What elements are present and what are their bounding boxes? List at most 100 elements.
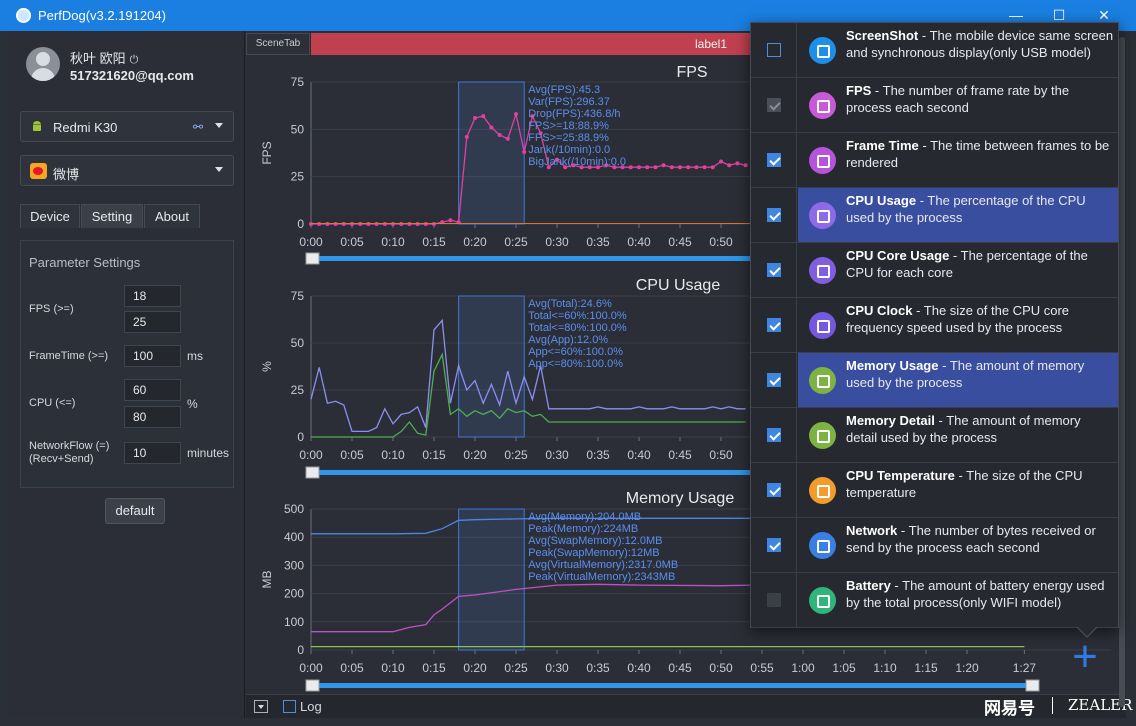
data-point	[669, 165, 674, 170]
x-tick-label: 1:00	[791, 661, 815, 675]
metric-row-cpu-core-usage[interactable]: CPU Core Usage - The percentage of the C…	[751, 243, 1118, 298]
data-point	[702, 165, 707, 170]
y-tick-label: 400	[284, 530, 304, 544]
metric-content[interactable]: CPU Clock - The size of the CPU core fre…	[798, 298, 1118, 352]
metric-checkbox[interactable]	[767, 373, 781, 387]
time-slider-track[interactable]	[319, 256, 1118, 261]
x-tick-label: 0:40	[627, 235, 651, 249]
x-tick-label: 1:27	[1013, 661, 1037, 675]
metric-checkbox[interactable]	[767, 43, 781, 57]
metric-content[interactable]: FPS - The number of frame rate by the pr…	[798, 78, 1118, 132]
cpu-threshold-2-input[interactable]: 80	[124, 406, 181, 428]
x-tick-label: 0:35	[586, 661, 610, 675]
metric-row-memory-usage[interactable]: Memory Usage - The amount of memory used…	[751, 353, 1118, 408]
metric-checkbox-cell	[751, 408, 797, 462]
memory-icon	[809, 367, 836, 394]
metric-content[interactable]: ScreenShot - The mobile device same scre…	[798, 23, 1118, 77]
tab-setting[interactable]: Setting	[81, 204, 143, 228]
fps-threshold-2-input[interactable]: 25	[124, 311, 181, 333]
frametime-threshold-input[interactable]: 100	[124, 345, 181, 367]
metric-row-battery[interactable]: Battery - The amount of battery energy u…	[751, 573, 1118, 628]
stats-text: Peak(VirtualMemory):2343MB	[528, 571, 675, 583]
time-slider-handle-left[interactable]	[305, 679, 320, 692]
metric-description: Memory Usage - The amount of memory used…	[846, 358, 1085, 390]
data-point	[596, 165, 600, 170]
time-slider-handle-right[interactable]	[1025, 679, 1040, 692]
metric-content[interactable]: CPU Temperature - The size of the CPU te…	[798, 463, 1118, 517]
data-point	[563, 165, 568, 170]
metric-row-network[interactable]: Network - The number of bytes received o…	[751, 518, 1118, 573]
cpu-threshold-1-input[interactable]: 60	[124, 379, 181, 401]
networkflow-input[interactable]: 10	[124, 442, 181, 464]
x-tick-label: 0:50	[709, 661, 733, 675]
metric-description: Frame Time - The time between frames to …	[846, 138, 1110, 170]
metric-checkbox[interactable]	[767, 263, 781, 277]
selection-range[interactable]	[458, 295, 525, 438]
time-slider-track[interactable]	[319, 683, 1031, 688]
close-button[interactable]: ✕	[1098, 7, 1110, 23]
metric-row-fps[interactable]: FPS - The number of frame rate by the pr…	[751, 78, 1118, 133]
avatar[interactable]	[26, 47, 60, 81]
time-slider-track[interactable]	[319, 470, 1118, 475]
x-tick-label: 0:10	[381, 448, 405, 462]
x-tick-label: 0:10	[381, 235, 405, 249]
tab-device[interactable]: Device	[20, 204, 80, 228]
metric-checkbox[interactable]	[767, 483, 781, 497]
watermark-divider	[1052, 697, 1053, 714]
metric-content[interactable]: Frame Time - The time between frames to …	[798, 133, 1118, 187]
time-slider-handle-left[interactable]	[305, 466, 320, 479]
dropdown-toggle-icon[interactable]	[254, 700, 268, 713]
metric-row-memory-detail[interactable]: Memory Detail - The amount of memory det…	[751, 408, 1118, 463]
panel-pointer	[1076, 626, 1098, 638]
tab-about[interactable]: About	[144, 204, 200, 228]
selection-range[interactable]	[458, 81, 525, 225]
metric-description: Memory Detail - The amount of memory det…	[846, 413, 1081, 445]
metric-checkbox[interactable]	[767, 208, 781, 222]
metric-content[interactable]: Memory Usage - The amount of memory used…	[798, 353, 1118, 407]
metric-row-cpu-temperature[interactable]: CPU Temperature - The size of the CPU te…	[751, 463, 1118, 518]
device-select[interactable]: Redmi K30 ⚯	[20, 111, 234, 142]
fps-threshold-1-input[interactable]: 18	[124, 285, 181, 307]
metric-content[interactable]: Network - The number of bytes received o…	[798, 518, 1118, 572]
app-select[interactable]: 微博	[20, 155, 234, 186]
fps-threshold-label: FPS (>=)	[29, 303, 74, 315]
vertical-scrollbar[interactable]	[1118, 31, 1126, 707]
metric-description: CPU Temperature - The size of the CPU te…	[846, 468, 1083, 500]
add-metric-button[interactable]: +	[1072, 632, 1098, 681]
time-slider-handle-left[interactable]	[305, 252, 320, 265]
metric-row-cpu-usage[interactable]: CPU Usage - The percentage of the CPU us…	[751, 188, 1118, 243]
metric-checkbox[interactable]	[767, 153, 781, 167]
cpu-threshold-label: CPU (<=)	[29, 397, 76, 409]
usb-connection-icon[interactable]: ⚯	[193, 120, 204, 134]
sidebar-tabs: Device Setting About	[20, 204, 234, 228]
log-checkbox[interactable]	[283, 700, 296, 713]
stats-text: Avg(App):12.0%	[528, 334, 608, 346]
scene-tab[interactable]: SceneTab	[246, 33, 310, 55]
metric-checkbox[interactable]	[767, 318, 781, 332]
frametime-threshold-label: FrameTime (>=)	[29, 350, 109, 362]
metric-content[interactable]: CPU Usage - The percentage of the CPU us…	[798, 188, 1118, 242]
metric-row-screenshot[interactable]: ScreenShot - The mobile device same scre…	[751, 23, 1118, 78]
data-point	[555, 157, 559, 162]
metric-checkbox[interactable]	[767, 428, 781, 442]
scrollbar-thumb[interactable]	[1119, 37, 1125, 707]
battery-icon	[809, 587, 836, 614]
maximize-button[interactable]: ☐	[1052, 7, 1066, 23]
stats-text: Avg(VirtualMemory):2317.0MB	[528, 559, 678, 571]
metric-row-frame-time[interactable]: Frame Time - The time between frames to …	[751, 133, 1118, 188]
metric-checkbox[interactable]	[767, 538, 781, 552]
metric-content[interactable]: CPU Core Usage - The percentage of the C…	[798, 243, 1118, 297]
metric-row-cpu-clock[interactable]: CPU Clock - The size of the CPU core fre…	[751, 298, 1118, 353]
power-icon[interactable]: ⏻	[129, 54, 139, 66]
metric-content[interactable]: Battery - The amount of battery energy u…	[798, 573, 1118, 627]
y-axis-label: %	[260, 361, 274, 372]
metric-content[interactable]: Memory Detail - The amount of memory det…	[798, 408, 1118, 462]
minimize-button[interactable]: —	[1009, 7, 1023, 23]
default-button[interactable]: default	[105, 498, 165, 524]
x-tick-label: 0:00	[299, 661, 323, 675]
data-point	[628, 165, 633, 170]
x-tick-label: 0:30	[545, 448, 569, 462]
y-tick-label: 50	[291, 336, 305, 350]
selection-range[interactable]	[458, 508, 525, 651]
user-name: 秋叶 欧阳	[70, 51, 126, 66]
